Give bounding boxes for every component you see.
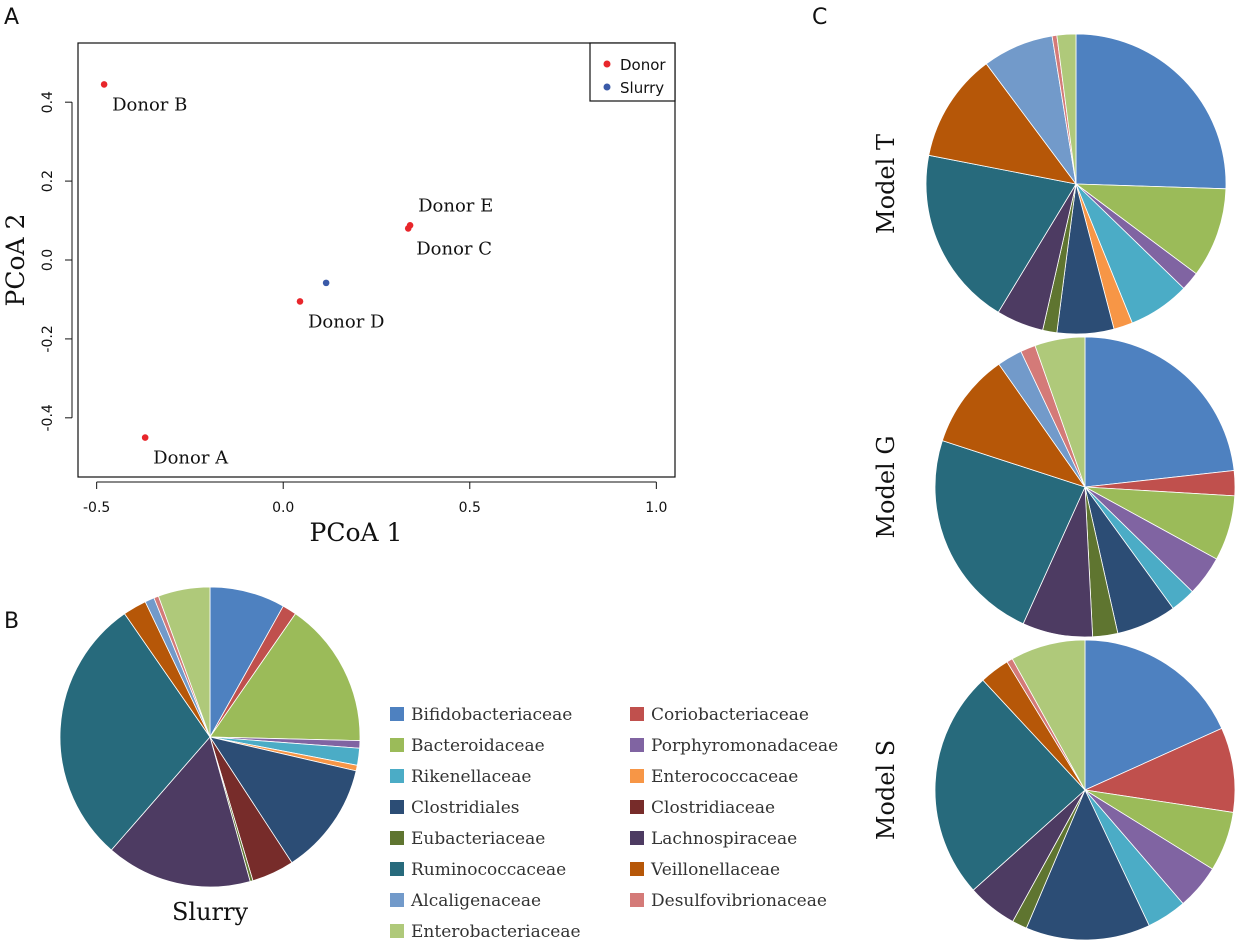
legend-swatch-coriobacteriaceae [630,707,644,721]
slice-veillonellaceae [941,363,1087,488]
legend-swatch-enterobacteriaceae [390,924,404,938]
slice-bifidobacteriaceae [1075,33,1227,190]
legend-label-eubacteriaceae: Eubacteriaceae [411,829,545,849]
point-label-donor-e: Donor E [418,195,493,216]
legend-label-rikenellaceae: Rikenellaceae [411,767,531,787]
point-donor-c [404,225,412,232]
legend-swatch-enterococcaceae [630,769,644,783]
legend-label-lachnospiraceae: Lachnospiraceae [651,829,797,849]
x-tick-label: 0.5 [459,500,481,516]
slice-bacteroidaceae [1074,183,1227,275]
x-tick-label: -0.5 [83,500,110,516]
legend-label-enterococcaceae: Enterococcaceae [651,767,798,787]
slice-ruminococcaceae [925,154,1077,313]
legend-box [589,42,676,102]
legend-marker-slurry [603,83,611,91]
family-legend: Bifidobacteriaceae Coriobacteriaceae Bacte… [390,705,838,942]
legend-swatch-veillonellaceae [630,862,644,876]
legend-swatch-clostridiaceae [630,800,644,814]
pie-chart-slurry [59,586,361,888]
scatter-legend: Donor Slurry [589,42,676,102]
x-tick-label: 0.0 [272,500,294,516]
legend-swatch-rikenellaceae [390,769,404,783]
legend-label-alcaligenaceae: Alcaligenaceae [410,891,541,911]
legend-swatch-bacteroidaceae [390,738,404,752]
point-label-donor-a: Donor A [153,448,229,469]
legend-label-bacteroidaceae: Bacteroidaceae [411,736,545,756]
legend-swatch-eubacteriaceae [390,831,404,845]
slice-ruminococcaceae [934,679,1086,891]
legend-swatch-bifidobacteriaceae [390,707,404,721]
slice-clostridiales [1025,789,1150,941]
pcoa-scatter-plot: -0.5 0.0 0.5 1.0 -0.4 -0.2 0.0 0.2 0.4 PCoA 1 P… [1,42,676,547]
legend-swatch-porphyromonadaceae [630,738,644,752]
point-label-donor-c: Donor C [416,238,492,259]
slice-lachnospiraceae [110,736,251,888]
panel-label-b: B [4,609,19,634]
slice-enterobacteriaceae [157,586,211,738]
legend-swatch-clostridiales [390,800,404,814]
pie-chart-model-t [925,33,1227,335]
slice-coriobacteriaceae [1083,727,1236,813]
legend-label-veillonellaceae: Veillonellaceae [650,860,780,880]
legend-swatch-lachnospiraceae [630,831,644,845]
point-donor-d [296,298,304,305]
slice-veillonellaceae [928,63,1077,185]
point-donor-b [100,81,108,88]
x-axis-title: PCoA 1 [310,518,403,547]
x-tick-label: 1.0 [645,500,667,516]
legend-label-slurry: Slurry [620,79,664,97]
slice-ruminococcaceae [934,440,1086,625]
slice-bifidobacteriaceae [1084,639,1223,791]
legend-swatch-alcaligenaceae [390,893,404,907]
legend-label-porphyromonadaceae: Porphyromonadaceae [651,736,838,756]
legend-label-desulfovibrionaceae: Desulfovibrionaceae [651,891,827,911]
panel-label-a: A [4,5,19,30]
point-slurry [322,279,330,287]
slice-ruminococcaceae [59,613,211,851]
slice-enterobacteriaceae [1034,336,1086,488]
slice-clostridiales [209,736,357,864]
y-tick-label: 0.2 [40,170,56,192]
slice-bifidobacteriaceae [1084,336,1235,488]
pie-chart-model-s [934,639,1236,941]
pie-chart-model-g [934,336,1236,638]
y-axis: -0.4 -0.2 0.0 0.2 0.4 [40,91,73,431]
pie-title-model-s: Model S [872,740,900,840]
legend-label-clostridiales: Clostridiales [411,798,519,818]
legend-swatch-desulfovibrionaceae [630,893,644,907]
legend-label-bifidobacteriaceae: Bifidobacteriaceae [411,705,572,725]
x-axis: -0.5 0.0 0.5 1.0 [83,481,667,516]
legend-label-clostridiaceae: Clostridiaceae [651,798,775,818]
pie-title-model-t: Model T [872,134,900,234]
y-tick-label: -0.2 [40,325,56,352]
pie-title-model-g: Model G [872,435,900,538]
pie-title-slurry: Slurry [172,898,249,926]
point-donor-a [141,434,149,441]
legend-marker-donor [603,60,611,68]
y-tick-label: -0.4 [40,404,56,431]
legend-label-coriobacteriaceae: Coriobacteriaceae [651,705,809,725]
y-tick-label: 0.4 [40,91,56,113]
y-axis-title: PCoA 2 [1,214,30,307]
slice-bacteroidaceae [209,613,361,741]
slice-enterobacteriaceae [1056,33,1077,185]
point-label-donor-b: Donor B [112,94,187,115]
plot-frame [77,42,676,478]
scatter-points: Donor B Donor E Donor C Donor D Donor A [100,81,493,469]
y-tick-label: 0.0 [40,249,56,271]
legend-label-donor: Donor [620,56,666,74]
slice-enterobacteriaceae [1011,639,1086,792]
legend-swatch-ruminococcaceae [390,862,404,876]
point-label-donor-d: Donor D [308,311,384,332]
panel-label-c: C [812,5,827,30]
legend-label-enterobacteriaceae: Enterobacteriaceae [411,922,581,942]
legend-label-ruminococcaceae: Ruminococcaceae [411,860,566,880]
